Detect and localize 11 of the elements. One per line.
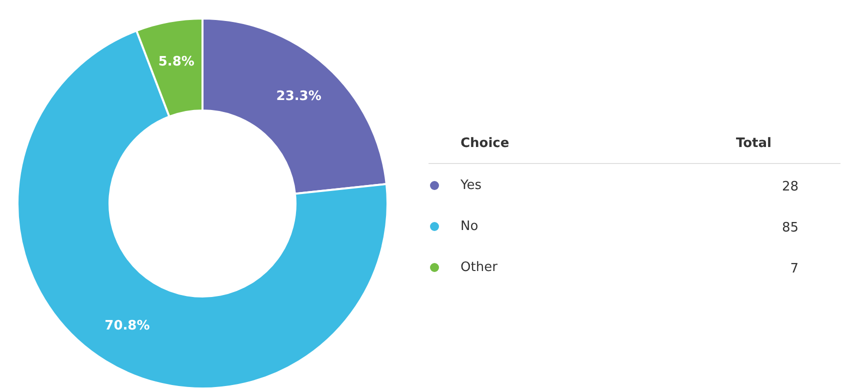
data-label: 70.8% <box>104 318 150 334</box>
legend-label: Other <box>460 260 498 275</box>
data-label: 23.3% <box>276 88 322 104</box>
text: 85 <box>782 220 799 236</box>
text: 7 <box>790 262 799 276</box>
data-label: 5.8% <box>158 54 194 70</box>
legend-label: No <box>460 219 478 234</box>
text: Total <box>736 136 772 151</box>
legend-label: Yes <box>460 178 482 193</box>
legend-title: Choice <box>460 136 510 151</box>
text: 28 <box>782 180 799 194</box>
